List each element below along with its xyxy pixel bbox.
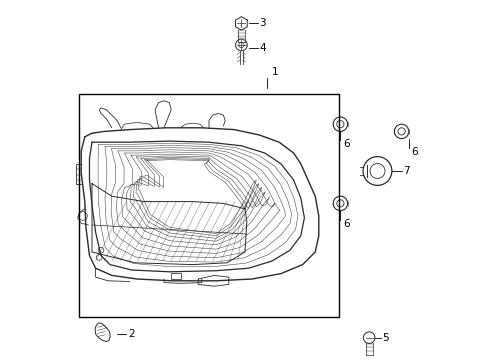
Text: 2: 2 — [128, 329, 135, 339]
Text: 6: 6 — [411, 147, 418, 157]
Bar — [171, 273, 181, 279]
Text: 3: 3 — [259, 18, 266, 28]
Text: 4: 4 — [259, 43, 266, 53]
Text: 1: 1 — [272, 67, 279, 77]
Bar — [79, 94, 339, 317]
Text: 5: 5 — [383, 333, 389, 343]
Text: 6: 6 — [343, 139, 349, 149]
Text: 7: 7 — [403, 166, 410, 176]
Text: 6: 6 — [343, 219, 349, 229]
